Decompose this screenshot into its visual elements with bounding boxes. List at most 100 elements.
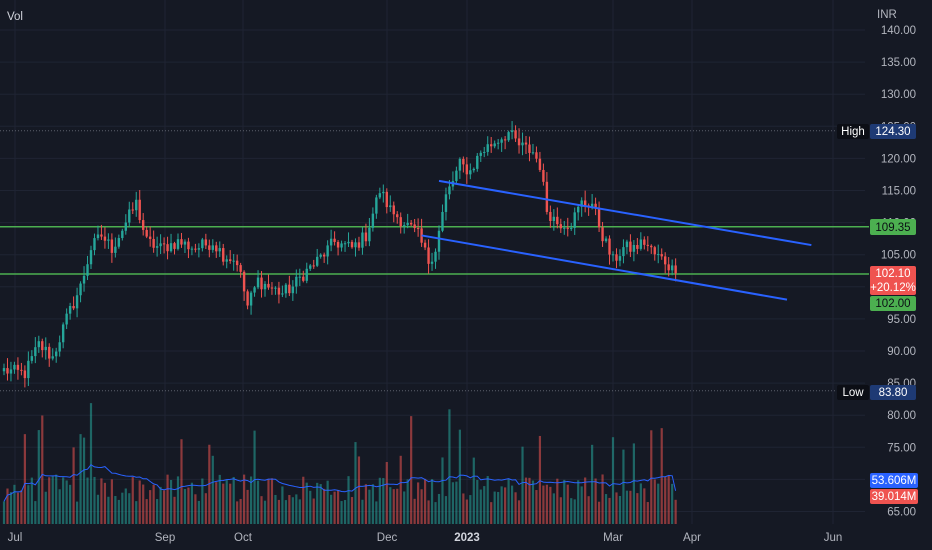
volume-bar (114, 496, 117, 524)
candle-body (152, 238, 155, 248)
volume-bar (510, 485, 514, 524)
candle-body (229, 259, 232, 262)
candle-body (65, 313, 68, 325)
volume-bar (291, 497, 294, 524)
volume-bar (100, 478, 103, 524)
candle-body (570, 227, 573, 229)
candle-body (507, 132, 510, 141)
candle-body (68, 306, 72, 314)
candle-body (608, 238, 611, 255)
candle-body (333, 238, 336, 242)
candle-body (23, 370, 27, 379)
volume-bar (483, 486, 486, 524)
volume-bar (281, 486, 284, 524)
volume-bar (507, 478, 510, 524)
volume-bar (93, 476, 96, 524)
volume-bar (152, 484, 155, 524)
time-axis[interactable]: Jul Sep Oct Dec 2023 Mar Apr Jun (8, 532, 843, 544)
volume-bar (284, 500, 287, 524)
grid (0, 0, 865, 524)
candle-body (55, 351, 58, 357)
volume-bar (514, 492, 517, 524)
volume-bar (72, 447, 75, 524)
volume-bar (34, 501, 37, 524)
volume-bar (364, 484, 368, 524)
x-tick-label: 2023 (454, 532, 480, 544)
high-tag-value: 124.30 (875, 126, 910, 138)
volume-bar (312, 498, 315, 524)
trend-channel[interactable] (421, 179, 812, 301)
candle-body (61, 324, 65, 343)
volume-bar (162, 490, 166, 524)
candle-body (194, 248, 197, 250)
volume-bar (354, 442, 357, 524)
candle-body (510, 130, 514, 133)
volume-bar (197, 500, 200, 524)
volume-bar (660, 428, 663, 524)
candle-body (357, 242, 361, 248)
candle-body (476, 155, 479, 169)
volume-bar (587, 496, 590, 524)
volume-bar (75, 501, 79, 524)
candles (2, 121, 677, 388)
volume-bar (190, 482, 194, 524)
volume-bar (653, 479, 656, 524)
y-tick-label: 105.00 (881, 250, 916, 262)
volume-bar (448, 409, 451, 524)
y-tick-label: 115.00 (882, 186, 916, 198)
volume-bar (357, 456, 361, 524)
volume-bar (497, 491, 500, 524)
volume-bar (451, 482, 455, 524)
volume-bar (145, 499, 148, 524)
volume-bar (671, 483, 674, 524)
candle-body (48, 346, 51, 359)
volume-bar (458, 429, 461, 524)
volume-bar (44, 491, 47, 524)
candle-body (601, 227, 604, 242)
candle-body (138, 199, 141, 221)
volume-bar (96, 494, 100, 524)
candle-body (16, 364, 20, 370)
volume-bar (420, 489, 423, 524)
volume-bar (128, 493, 131, 524)
candle-body (274, 287, 277, 289)
candle-body (667, 264, 670, 271)
candle-body (319, 254, 322, 257)
candle-body (72, 306, 75, 309)
high-tag-label: High (841, 126, 865, 138)
volume-ma-line (3, 464, 677, 502)
volume-bar (295, 494, 298, 524)
candle-body (416, 228, 420, 230)
volume-bar (30, 477, 33, 524)
horizontal-levels (0, 226, 869, 275)
volume-bar (222, 483, 225, 524)
candle-body (6, 368, 9, 374)
candle-body (448, 186, 451, 195)
volume-bar (169, 479, 173, 524)
candle-body (350, 241, 354, 248)
candle-body (239, 265, 242, 272)
candle-body (86, 264, 89, 276)
candle-body (566, 227, 569, 229)
candle-body (298, 276, 301, 278)
volume-bar (323, 488, 326, 524)
last-price-value: 102.10 (875, 268, 910, 280)
volume-bar (479, 489, 482, 524)
candle-body (629, 241, 632, 252)
volume-bar (27, 485, 30, 524)
volume-bar (107, 496, 110, 524)
candle-body (625, 241, 629, 248)
volume-bar (650, 430, 653, 524)
volume-bar (667, 475, 670, 524)
candle-body (281, 293, 284, 295)
volume-bar (437, 493, 441, 524)
candle-body (148, 236, 152, 239)
candle-body (650, 245, 653, 248)
candle-body (82, 275, 86, 284)
candle-body (190, 248, 194, 250)
volume-bar (399, 455, 402, 524)
candle-body (556, 216, 559, 225)
candle-body (13, 364, 16, 370)
candle-body (430, 261, 434, 264)
